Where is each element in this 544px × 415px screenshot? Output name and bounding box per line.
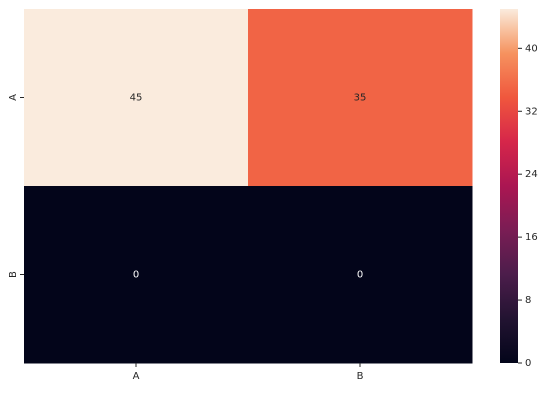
cell-value-label: 0	[133, 270, 139, 281]
colorbar	[500, 9, 518, 363]
colorbar-tick-label: 24	[525, 169, 538, 180]
colorbar-gradient	[500, 9, 518, 363]
y-axis: AB	[8, 94, 24, 278]
y-tick-label: A	[8, 94, 19, 101]
x-tick-label: A	[133, 371, 140, 382]
heatmap-cells	[24, 9, 473, 364]
heatmap-cell	[24, 186, 249, 364]
y-tick-label: B	[8, 271, 19, 278]
heatmap-cell-labels: 45 35 0 0	[130, 93, 367, 281]
colorbar-tick-label: 8	[525, 295, 531, 306]
cell-value-label: 35	[354, 93, 367, 104]
colorbar-tick-label: 0	[525, 358, 531, 369]
x-tick-label: B	[357, 371, 364, 382]
cell-value-label: 0	[357, 270, 363, 281]
colorbar-tick-label: 16	[525, 232, 538, 243]
cell-value-label: 45	[130, 93, 143, 104]
colorbar-tick-label: 40	[525, 43, 538, 54]
heatmap-cell	[248, 9, 473, 187]
colorbar-tick-label: 32	[525, 106, 538, 117]
colorbar-axis: 0 8 16 24 32 40	[518, 43, 538, 369]
heatmap-cell	[248, 186, 473, 364]
heatmap-cell	[24, 9, 249, 187]
